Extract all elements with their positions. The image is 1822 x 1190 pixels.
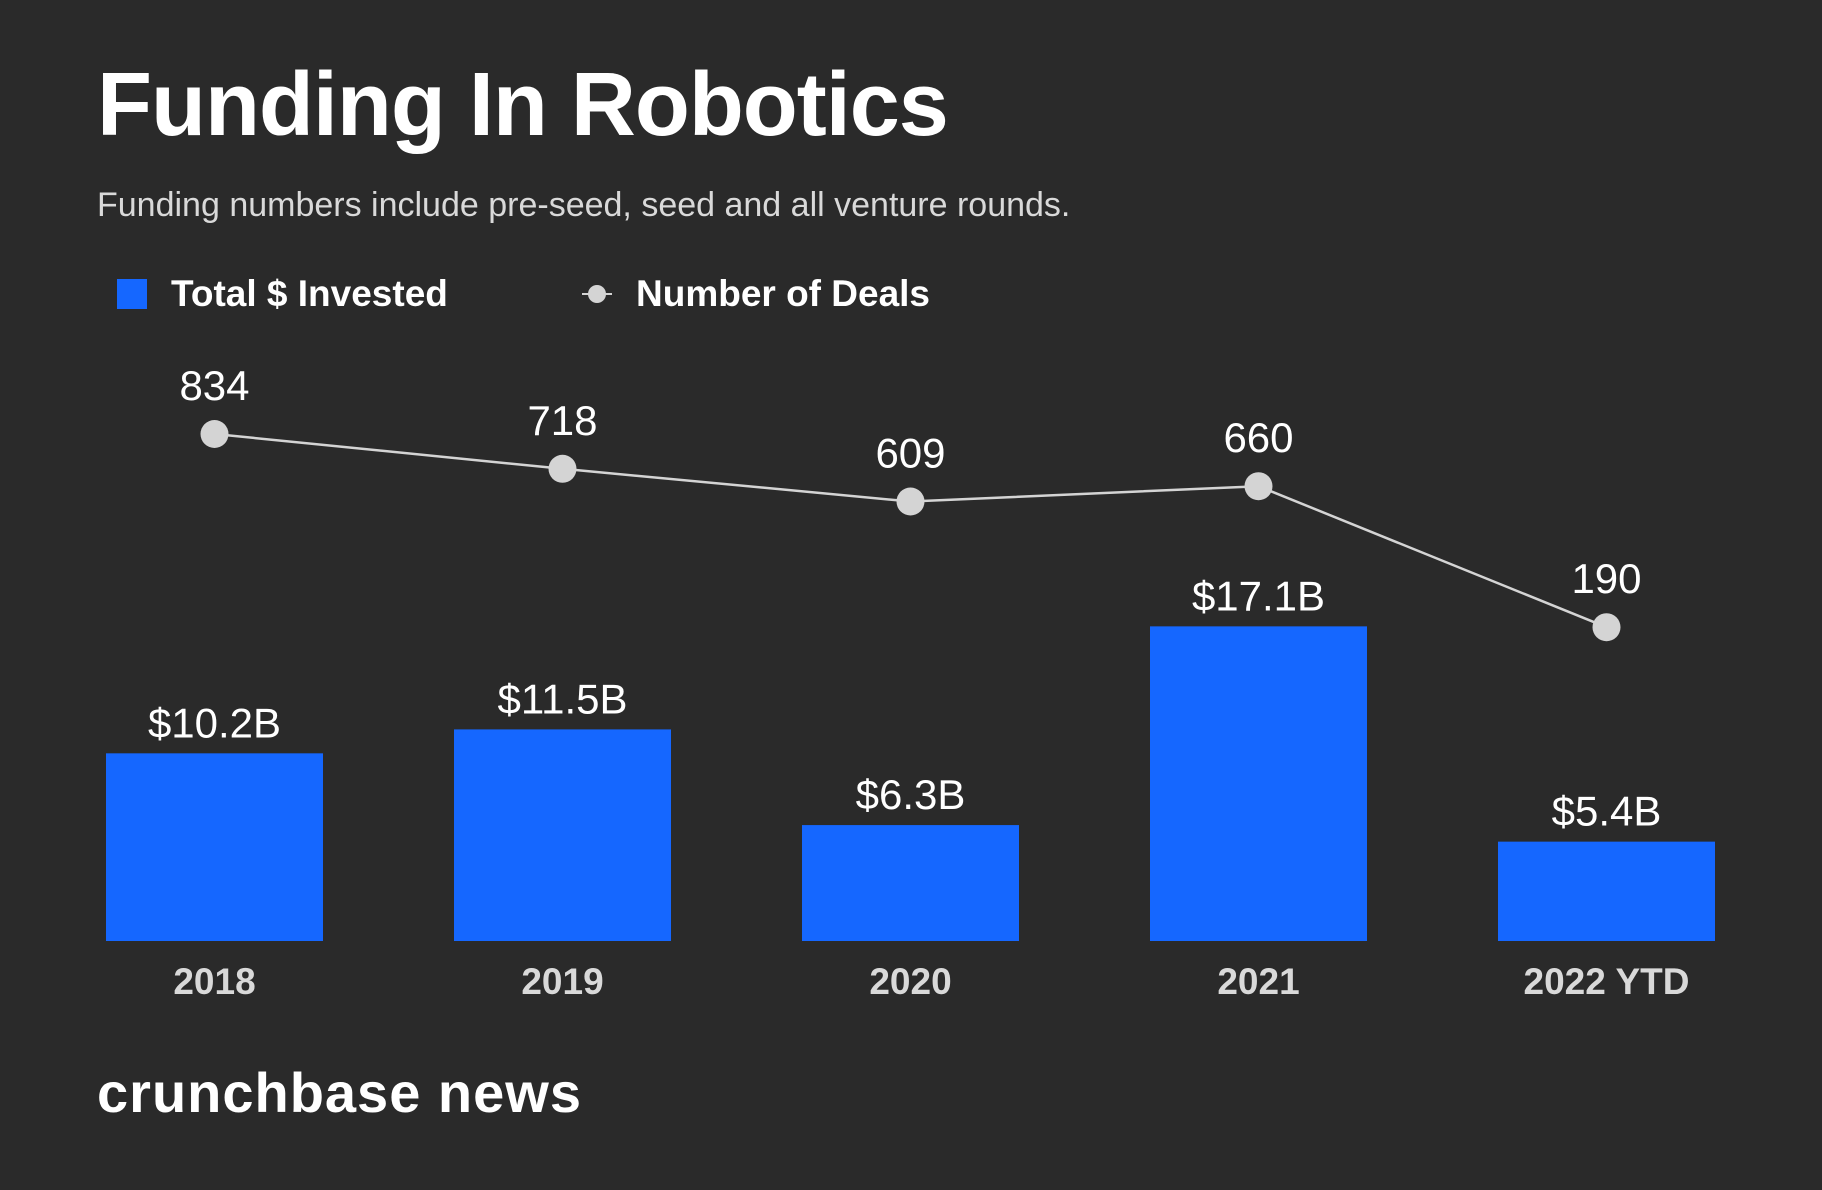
bar-swatch-icon <box>117 279 147 309</box>
chart-subtitle: Funding numbers include pre-seed, seed a… <box>97 186 1071 224</box>
bar-value-label: $10.2B <box>148 699 281 746</box>
bar-2021 <box>1150 626 1367 941</box>
bar-value-label: $5.4B <box>1552 788 1662 835</box>
legend-item-number-of-deals: Number of Deals <box>582 272 930 316</box>
deals-value-label: 609 <box>875 430 945 477</box>
bar-value-label: $6.3B <box>856 771 966 818</box>
deals-value-label: 190 <box>1571 555 1641 602</box>
deals-point <box>200 420 229 448</box>
bar-2018 <box>106 753 323 941</box>
bar-2019 <box>454 729 671 941</box>
legend-item-total-invested: Total $ Invested <box>117 272 448 316</box>
chart-title: Funding In Robotics <box>97 55 949 155</box>
x-tick-label: 2018 <box>173 961 255 1002</box>
bar-value-label: $17.1B <box>1192 572 1325 619</box>
brand-logo: crunchbase news <box>97 1061 582 1124</box>
x-tick-label: 2021 <box>1217 961 1299 1002</box>
x-tick-label: 2022 YTD <box>1524 961 1690 1002</box>
bar-value-label: $11.5B <box>498 675 628 722</box>
legend-label-number-of-deals: Number of Deals <box>636 273 931 314</box>
x-tick-label: 2020 <box>869 961 951 1002</box>
deals-point <box>548 454 577 483</box>
bar-2020 <box>802 825 1019 941</box>
deals-point <box>1592 613 1621 642</box>
deals-value-label: 718 <box>527 397 597 444</box>
deals-point <box>896 487 925 516</box>
x-tick-label: 2019 <box>521 961 603 1002</box>
line-marker-swatch-icon <box>582 285 612 303</box>
deals-value-label: 834 <box>179 362 249 409</box>
deals-value-label: 660 <box>1223 414 1293 461</box>
deals-point <box>1244 472 1273 501</box>
bar-2022-ytd <box>1498 841 1715 941</box>
legend-label-total-invested: Total $ Invested <box>171 273 448 314</box>
